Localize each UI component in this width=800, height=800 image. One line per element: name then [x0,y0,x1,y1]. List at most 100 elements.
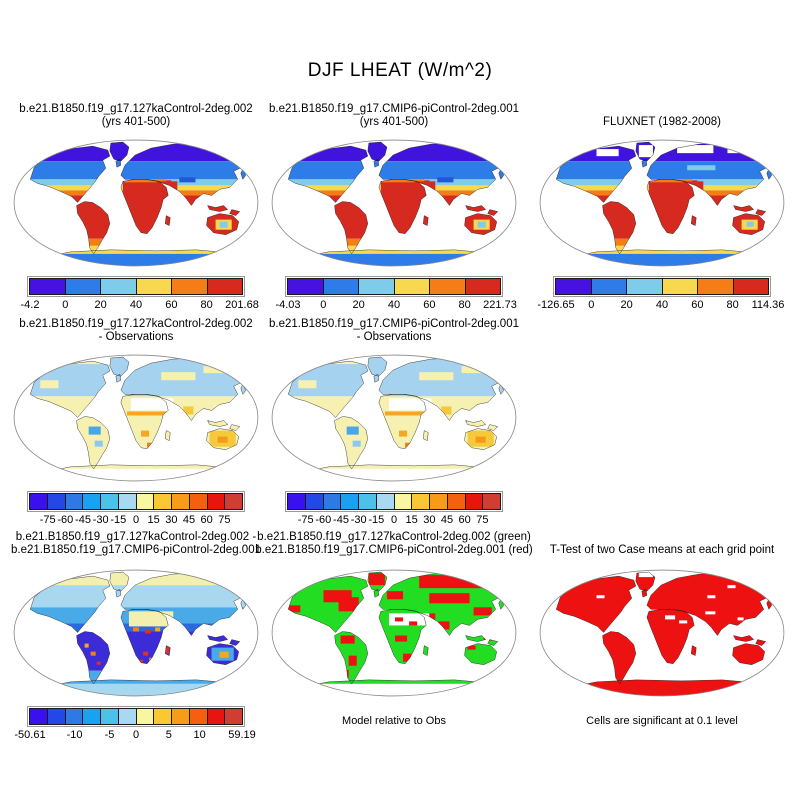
colorbar-tick-label: 40 [655,299,669,311]
world-map [10,565,262,701]
colorbar-tick-label: -30 [350,514,367,526]
colorbar-strip [27,491,245,512]
map-patch [381,179,425,183]
map-patch [165,645,170,654]
map-patch [437,621,450,630]
colorbar-segment [188,494,207,509]
map-patch [473,607,492,616]
colorbar-segment [322,279,358,294]
colorbar-segment [206,279,242,294]
map-band [556,238,774,246]
map-patch [395,617,404,622]
world-map-svg [13,569,259,697]
map-patch [94,440,103,447]
map-patch [219,221,228,228]
map-patch [149,657,154,662]
panel-case-diff: b.e21.B1850.f19_g17.127kaControl-2deg.00… [10,531,262,744]
map-patch [217,436,228,443]
colorbar-segment [393,279,429,294]
map-band [556,245,774,254]
colorbar-tick-label: -4.2 [20,299,40,311]
colorbar-segment [64,279,100,294]
map-patch [143,651,149,656]
colorbar-strip [27,706,245,727]
map-patch [483,416,488,421]
colorbar-tick-label: 0 [588,299,595,311]
colorbar-segment [224,494,242,509]
colorbar-segment [64,709,83,724]
map-patch [96,661,101,665]
colorbar: -50.61 -10 -5 0 5 10 59.19 [10,706,262,744]
colorbar-segment [288,279,323,294]
map-band [30,195,248,239]
panel-caption: Model relative to Obs [342,715,446,727]
colorbar: -75 -60 -45 -30 -15 0 15 30 45 60 75 [10,491,262,529]
map-band [30,238,248,246]
world-map [268,565,520,701]
projection-outline [13,139,259,267]
colorbar-tick-label: 80 [726,299,739,311]
map-patch [141,430,150,437]
colorbar-tick-label: 0 [320,299,327,311]
map-patch [665,615,676,620]
panel-caption: Cells are significant at 0.1 level [586,715,738,727]
panel-title-line1 [362,531,800,544]
colorbar-tick-label: -45 [75,514,91,526]
colorbar-segment [375,494,394,509]
map-band [30,585,248,608]
panel-bias-picontrol: b.e21.B1850.f19_g17.CMIP6-piControl-2deg… [268,318,520,529]
colorbar-segment [288,494,305,509]
colorbar-segment [100,709,118,724]
colorbar-segment [46,494,65,509]
panel-mean-127ka: b.e21.B1850.f19_g17.127kaControl-2deg.00… [10,103,262,314]
world-map-svg [271,354,517,482]
figure-title: DJF LHEAT (W/m^2) [307,60,493,81]
map-patch [130,398,174,411]
colorbar-tick-label: 10 [193,729,206,741]
map-patch [649,179,693,183]
world-map [536,565,788,701]
map-patch [679,620,688,624]
colorbar: -75 -60 -45 -30 -15 0 15 30 45 60 75 [268,491,520,529]
panel-title-line2: - Observations [356,331,432,343]
map-band [288,245,506,254]
map-patch [288,605,301,613]
map-patch [419,372,454,381]
colorbar-strip [553,276,771,297]
map-band [556,253,774,266]
panel-title-line2: (yrs 401-500) [101,116,171,128]
colorbar: -4.03 0 20 40 60 80 221.73 [268,276,520,314]
map-patch [352,440,361,447]
map-band [288,468,506,481]
projection-outline [539,569,785,697]
map-patch [638,145,653,158]
colorbar-tick-label: -75 [39,514,56,526]
map-patch [338,597,359,612]
colorbar-tick-label: 15 [405,514,418,526]
projection-outline [539,139,785,267]
map-patch [348,655,357,666]
colorbar-segment [82,494,100,509]
panel-title-line2: b.e21.B1850.f19_g17.CMIP6-piControl-2deg… [255,544,533,556]
colorbar-segment [30,279,65,294]
panel-model-vs-obs: b.e21.B1850.f19_g17.127kaControl-2deg.00… [255,531,532,727]
colorbar-segment [482,494,500,509]
colorbar-tick-label: 75 [218,514,231,526]
map-band [30,253,248,266]
panel-bias-127ka: b.e21.B1850.f19_g17.127kaControl-2deg.00… [10,318,262,529]
colorbar-tick-label: -10 [66,729,83,741]
colorbar-tick-label: -5 [104,729,115,741]
world-map [268,135,520,271]
map-patch [461,366,488,374]
colorbar-segment [358,494,376,509]
colorbar-strip [285,276,503,297]
colorbar-segment [206,494,225,509]
map-patch [128,611,174,627]
colorbar-tick-label: 114.36 [751,299,785,311]
colorbar-tick-label: 20 [94,299,107,311]
colorbar-tick-label: -15 [368,514,385,526]
colorbar-segment [661,279,697,294]
colorbar-segment [590,279,626,294]
colorbar-segment [64,494,83,509]
map-band [30,670,248,684]
